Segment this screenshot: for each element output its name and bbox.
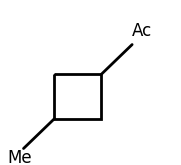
Text: Me: Me <box>7 149 32 165</box>
Text: Ac: Ac <box>132 22 152 40</box>
